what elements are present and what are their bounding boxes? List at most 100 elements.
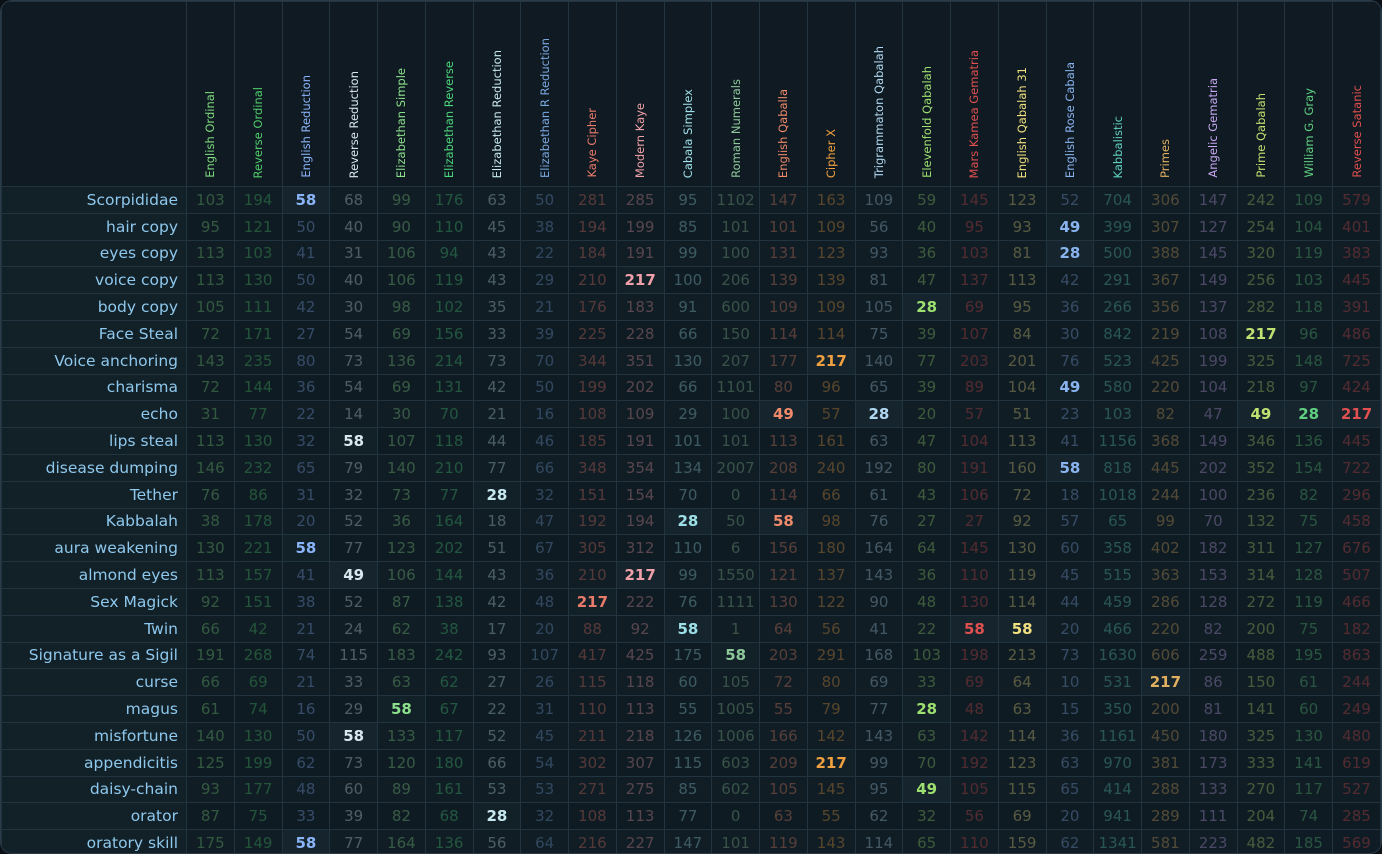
value-cell: 20 (902, 400, 951, 429)
value-cell: 111 (233, 293, 283, 321)
value-cell: 153 (1188, 561, 1238, 589)
value-cell: 93 (186, 775, 235, 804)
value-cell: 164 (424, 507, 474, 536)
table-row: aura weakening 130 221 58 77 123 202 51 67 305 312… (1, 534, 1381, 563)
value-cell: 123 (806, 239, 856, 268)
value-cell: 183 (615, 293, 665, 321)
value-cell: 72 (759, 668, 808, 697)
value-cell: 27 (281, 319, 331, 348)
value-cell: 271 (568, 775, 617, 804)
value-cell: 288 (1141, 775, 1190, 804)
column-name: English Qaballa (776, 88, 791, 178)
value-cell: 77 (472, 453, 522, 482)
value-cell: 58 (377, 695, 426, 723)
value-cell: 100 (1188, 480, 1238, 509)
value-cell: 123 (377, 534, 426, 563)
value-cell: 45 (520, 721, 569, 750)
value-cell: 107 (377, 427, 426, 455)
value-cell: 77 (663, 802, 713, 831)
value-cell: 63 (1045, 748, 1095, 777)
value-cell: 206 (711, 266, 760, 295)
value-cell: 113 (186, 561, 235, 589)
column-name: English Qabalah 31 (1015, 66, 1030, 178)
value-cell: 244 (1332, 668, 1381, 697)
column-header: Elizabethan Reverse (424, 1, 474, 187)
value-cell: 208 (759, 453, 808, 482)
value-cell: 127 (1188, 212, 1238, 241)
value-cell: 445 (1332, 427, 1381, 455)
value-cell: 29 (329, 695, 378, 723)
value-cell: 21 (281, 668, 331, 697)
column-header: Cipher X (806, 1, 856, 187)
value-cell: 130 (1284, 721, 1333, 750)
value-cell: 178 (233, 507, 283, 536)
value-cell: 145 (950, 534, 999, 563)
value-cell: 130 (950, 587, 999, 616)
value-cell: 161 (424, 775, 474, 804)
value-cell: 268 (233, 641, 283, 670)
value-cell: 33 (902, 668, 951, 697)
value-cell: 154 (1284, 453, 1333, 482)
value-cell: 142 (950, 721, 999, 750)
table-row: appendicitis 125 199 62 73 120 180 66 54 302 307 11… (1, 748, 1381, 777)
value-cell: 202 (1188, 453, 1238, 482)
value-cell: 970 (1093, 748, 1142, 777)
value-cell: 120 (377, 748, 426, 777)
value-cell: 101 (711, 427, 760, 455)
value-cell: 147 (663, 829, 713, 853)
value-cell: 185 (568, 427, 617, 455)
value-cell: 109 (806, 293, 856, 321)
value-cell: 28 (1284, 400, 1333, 429)
column-name: Elevenfold Qabalah (919, 66, 934, 178)
value-cell: 176 (424, 186, 474, 214)
row-label: orator (1, 802, 187, 831)
value-cell: 218 (1236, 373, 1286, 402)
value-cell: 32 (329, 480, 378, 509)
column-header: Roman Numerals (711, 1, 760, 187)
value-cell: 89 (377, 775, 426, 804)
value-cell: 75 (1284, 614, 1333, 643)
column-name: William G. Gray (1301, 88, 1316, 178)
value-cell: 39 (902, 319, 951, 348)
row-label: magus (1, 695, 187, 723)
value-cell: 111 (1188, 802, 1238, 831)
column-name: Elizabethan Reverse (442, 60, 457, 178)
value-cell: 60 (329, 775, 378, 804)
value-cell: 82 (1284, 480, 1333, 509)
row-label: appendicitis (1, 748, 187, 777)
row-label: Voice anchoring (1, 346, 187, 375)
value-cell: 81 (854, 266, 904, 295)
value-cell: 139 (759, 266, 808, 295)
value-cell: 182 (1188, 534, 1238, 563)
value-cell: 69 (854, 668, 904, 697)
value-cell: 42 (472, 587, 522, 616)
value-cell: 266 (1093, 293, 1142, 321)
value-cell: 704 (1093, 186, 1142, 214)
value-cell: 259 (1188, 641, 1238, 670)
value-cell: 368 (1141, 427, 1190, 455)
value-cell: 102 (424, 293, 474, 321)
value-cell: 296 (1332, 480, 1381, 509)
value-cell: 66 (472, 748, 522, 777)
value-cell: 863 (1332, 641, 1381, 670)
table-row: almond eyes 113 157 41 49 106 144 43 36 210 217 99 1… (1, 561, 1381, 589)
value-cell: 270 (1236, 775, 1286, 804)
value-cell: 76 (1045, 346, 1095, 375)
value-cell: 31 (329, 239, 378, 268)
value-cell: 33 (329, 668, 378, 697)
value-cell: 175 (186, 829, 235, 853)
value-cell: 128 (1188, 587, 1238, 616)
value-cell: 281 (568, 186, 617, 214)
value-cell: 140 (186, 721, 235, 750)
value-cell: 89 (950, 373, 999, 402)
column-name: Elizabethan Simple (394, 67, 409, 178)
value-cell: 70 (663, 480, 713, 509)
value-cell: 199 (568, 373, 617, 402)
value-cell: 150 (711, 319, 760, 348)
value-cell: 93 (854, 239, 904, 268)
value-cell: 48 (902, 587, 951, 616)
value-cell: 58 (281, 186, 331, 214)
value-cell: 194 (568, 212, 617, 241)
value-cell: 222 (615, 587, 665, 616)
value-cell: 130 (233, 721, 283, 750)
